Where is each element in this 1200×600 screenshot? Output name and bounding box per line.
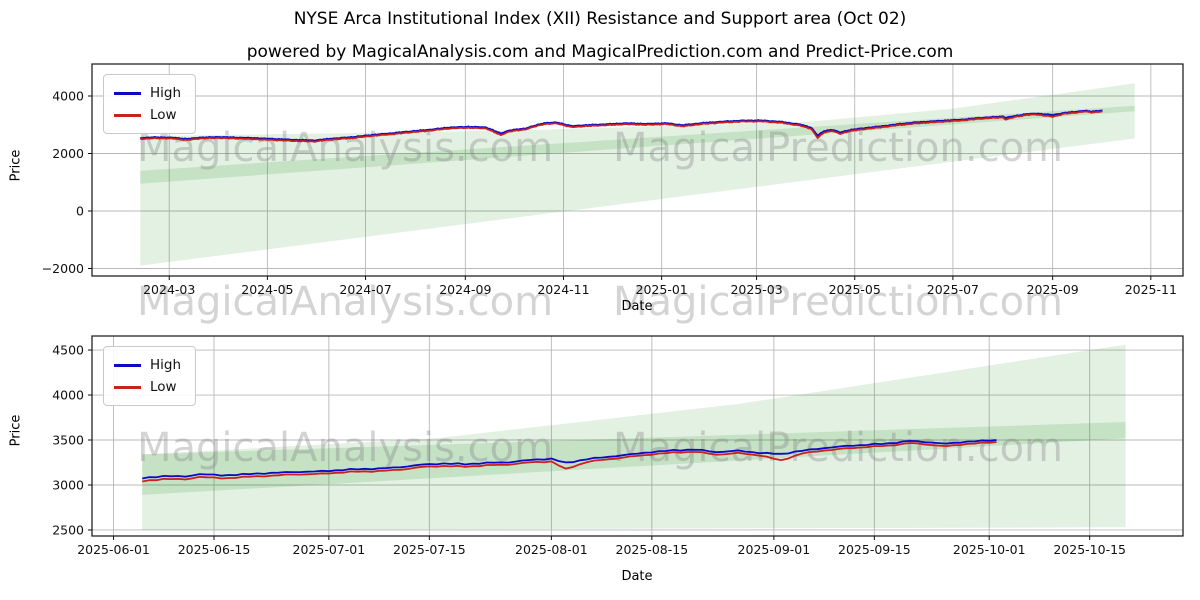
x-tick-label: 2024-05 (241, 282, 293, 297)
high-line-swatch (114, 91, 141, 95)
watermark-text: MagicalPrediction.com (613, 425, 1063, 471)
x-tick-label: 2024-11 (537, 282, 589, 297)
y-axis-label-top: Price (8, 149, 24, 182)
watermark-text: MagicalAnalysis.com (137, 125, 553, 171)
legend-item-high: High (114, 354, 181, 376)
x-tick-label: 2025-09-01 (738, 542, 811, 557)
legend-label-high: High (150, 85, 182, 101)
x-tick-label: 2025-06-15 (178, 542, 251, 557)
x-tick-label: 2025-03 (730, 282, 782, 297)
y-tick-label: 3000 (52, 477, 84, 492)
low-series-line (140, 110, 1103, 143)
axes-spine (91, 63, 1184, 277)
x-axis-label-top: Date (621, 299, 653, 314)
x-tick-label: 2025-07-15 (393, 542, 466, 557)
x-tick-label: 2025-07-01 (293, 542, 366, 557)
low-series-line (142, 441, 997, 483)
legend-item-low: Low (114, 376, 181, 398)
y-axis-label-bottom: Price (8, 414, 24, 447)
y-tick-label: 4000 (52, 88, 84, 103)
legend-item-high: High (114, 82, 181, 104)
y-tick-label: 3500 (52, 432, 84, 447)
x-tick-label: 2024-07 (339, 282, 391, 297)
x-tick-label: 2025-09-15 (838, 542, 911, 557)
y-tick-label: 4000 (52, 387, 84, 402)
y-tick-label: 0 (76, 203, 84, 218)
high-series-line (139, 109, 1103, 142)
low-line-swatch (114, 385, 141, 389)
y-tick-label: 2000 (52, 146, 84, 161)
low-line-swatch (114, 113, 141, 117)
x-tick-label: 2025-01 (636, 282, 688, 297)
x-tick-label: 2025-08-15 (616, 542, 689, 557)
legend-label-low: Low (150, 107, 177, 123)
axes-spine (91, 335, 1184, 537)
watermark-text: MagicalPrediction.com (613, 279, 1063, 325)
figure-subtitle: powered by MagicalAnalysis.com and Magic… (246, 42, 954, 62)
legend-label-low: Low (150, 379, 177, 395)
support-resistance-area (142, 344, 1126, 530)
watermark-text: MagicalAnalysis.com (137, 279, 553, 325)
x-tick-label: 2024-09 (439, 282, 491, 297)
x-tick-label: 2024-03 (143, 282, 195, 297)
support-resistance-area (140, 83, 1135, 266)
legend-label-high: High (150, 357, 182, 373)
legend-bottom: High Low (103, 346, 197, 406)
legend-top: High Low (103, 74, 197, 134)
x-tick-label: 2025-05 (829, 282, 881, 297)
x-tick-label: 2025-08-01 (515, 542, 588, 557)
x-tick-label: 2025-11 (1125, 282, 1177, 297)
legend-item-low: Low (114, 104, 181, 126)
x-axis-label-bottom: Date (621, 569, 653, 584)
high-series-line (142, 439, 997, 480)
figure-title: NYSE Arca Institutional Index (XII) Resi… (293, 9, 907, 29)
trend-band (142, 422, 1126, 495)
x-tick-label: 2025-10-15 (1053, 542, 1126, 557)
y-tick-label: −2000 (42, 261, 84, 276)
x-tick-label: 2025-09 (1027, 282, 1079, 297)
x-tick-label: 2025-06-01 (77, 542, 150, 557)
x-tick-label: 2025-07 (927, 282, 979, 297)
x-tick-label: 2025-10-01 (953, 542, 1026, 557)
y-tick-label: 4500 (52, 342, 84, 357)
high-line-swatch (114, 363, 141, 367)
y-tick-label: 2500 (52, 522, 84, 537)
